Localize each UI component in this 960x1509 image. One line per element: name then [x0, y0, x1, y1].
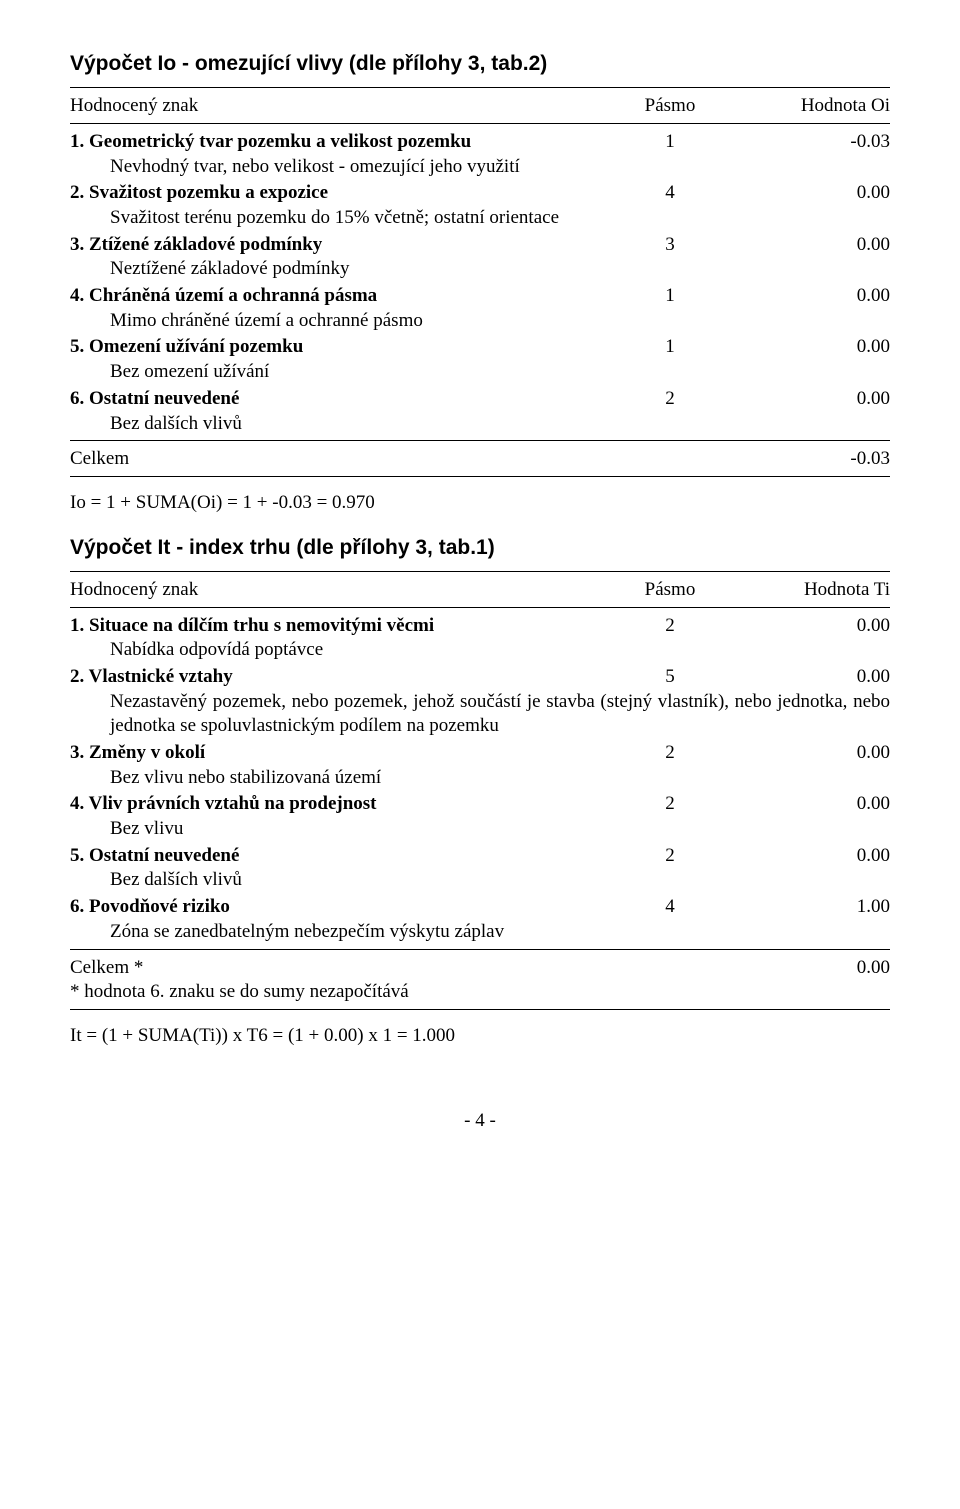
item-value: 0.00 [760, 233, 890, 258]
item-desc: Bez vlivu nebo stabilizovaná území [70, 766, 890, 791]
item-row: 5. Ostatní neuvedené 2 0.00 [70, 844, 890, 869]
item-band: 1 [580, 130, 760, 155]
item-desc: Zóna se zanedbatelným nebezpečím výskytu… [70, 920, 890, 945]
item-desc: Nezastavěný pozemek, nebo pozemek, jehož… [70, 690, 890, 739]
item-value: 0.00 [760, 844, 890, 869]
section2-items: 1. Situace na dílčím trhu s nemovitými v… [70, 614, 890, 945]
item-desc: Mimo chráněné území a ochranné pásmo [70, 309, 890, 334]
item-band: 1 [580, 335, 760, 360]
page-number: - 4 - [70, 1109, 890, 1134]
item-value: 0.00 [760, 387, 890, 412]
item-value: -0.03 [760, 130, 890, 155]
section1-title: Výpočet Io - omezující vlivy (dle příloh… [70, 50, 890, 77]
item-value: 1.00 [760, 895, 890, 920]
section2-note: * hodnota 6. znaku se do sumy nezapočítá… [70, 980, 890, 1005]
header-col2: Pásmo [580, 94, 760, 119]
item-row: 1. Situace na dílčím trhu s nemovitými v… [70, 614, 890, 639]
separator [70, 949, 890, 950]
item-desc: Svažitost terénu pozemku do 15% včetně; … [70, 206, 890, 231]
total-label: Celkem * [70, 956, 143, 981]
item-band: 3 [580, 233, 760, 258]
item-band: 4 [580, 895, 760, 920]
separator [70, 476, 890, 477]
item-label: 1. Situace na dílčím trhu s nemovitými v… [70, 614, 580, 639]
item-label: 1. Geometrický tvar pozemku a velikost p… [70, 130, 580, 155]
item-row: 4. Chráněná území a ochranná pásma 1 0.0… [70, 284, 890, 309]
item-band: 4 [580, 181, 760, 206]
item-label: 3. Změny v okolí [70, 741, 580, 766]
item-row: 6. Povodňové riziko 4 1.00 [70, 895, 890, 920]
item-label: 6. Povodňové riziko [70, 895, 580, 920]
separator [70, 607, 890, 608]
item-desc: Nabídka odpovídá poptávce [70, 638, 890, 663]
separator [70, 87, 890, 88]
item-row: 3. Změny v okolí 2 0.00 [70, 741, 890, 766]
section2-total: Celkem * 0.00 [70, 956, 890, 981]
item-band: 1 [580, 284, 760, 309]
item-desc: Bez dalších vlivů [70, 868, 890, 893]
item-label: 2. Svažitost pozemku a expozice [70, 181, 580, 206]
item-value: 0.00 [760, 181, 890, 206]
item-label: 4. Chráněná území a ochranná pásma [70, 284, 580, 309]
total-label: Celkem [70, 447, 129, 472]
item-value: 0.00 [760, 284, 890, 309]
item-desc: Bez vlivu [70, 817, 890, 842]
item-desc: Bez dalších vlivů [70, 412, 890, 437]
separator [70, 440, 890, 441]
item-row: 5. Omezení užívání pozemku 1 0.00 [70, 335, 890, 360]
item-band: 5 [580, 665, 760, 690]
item-row: 3. Ztížené základové podmínky 3 0.00 [70, 233, 890, 258]
item-value: 0.00 [760, 614, 890, 639]
header-col1: Hodnocený znak [70, 94, 580, 119]
separator [70, 571, 890, 572]
item-label: 5. Omezení užívání pozemku [70, 335, 580, 360]
item-row: 4. Vliv právních vztahů na prodejnost 2 … [70, 792, 890, 817]
item-band: 2 [580, 614, 760, 639]
section1-items: 1. Geometrický tvar pozemku a velikost p… [70, 130, 890, 436]
header-col3: Hodnota Ti [760, 578, 890, 603]
item-label: 5. Ostatní neuvedené [70, 844, 580, 869]
item-label: 2. Vlastnické vztahy [70, 665, 580, 690]
total-value: 0.00 [857, 956, 890, 981]
item-label: 6. Ostatní neuvedené [70, 387, 580, 412]
item-row: 2. Vlastnické vztahy 5 0.00 [70, 665, 890, 690]
section1-header: Hodnocený znak Pásmo Hodnota Oi [70, 94, 890, 119]
header-col2: Pásmo [580, 578, 760, 603]
separator [70, 123, 890, 124]
item-value: 0.00 [760, 665, 890, 690]
item-value: 0.00 [760, 741, 890, 766]
item-row: 6. Ostatní neuvedené 2 0.00 [70, 387, 890, 412]
item-band: 2 [580, 741, 760, 766]
header-col3: Hodnota Oi [760, 94, 890, 119]
header-col1: Hodnocený znak [70, 578, 580, 603]
item-desc: Nevhodný tvar, nebo velikost - omezující… [70, 155, 890, 180]
section1-formula: Io = 1 + SUMA(Oi) = 1 + -0.03 = 0.970 [70, 491, 890, 516]
item-value: 0.00 [760, 792, 890, 817]
total-value: -0.03 [850, 447, 890, 472]
item-row: 2. Svažitost pozemku a expozice 4 0.00 [70, 181, 890, 206]
separator [70, 1009, 890, 1010]
section2-formula: It = (1 + SUMA(Ti)) x T6 = (1 + 0.00) x … [70, 1024, 890, 1049]
item-band: 2 [580, 387, 760, 412]
item-row: 1. Geometrický tvar pozemku a velikost p… [70, 130, 890, 155]
item-label: 4. Vliv právních vztahů na prodejnost [70, 792, 580, 817]
item-value: 0.00 [760, 335, 890, 360]
section2-header: Hodnocený znak Pásmo Hodnota Ti [70, 578, 890, 603]
section1-total: Celkem -0.03 [70, 447, 890, 472]
item-label: 3. Ztížené základové podmínky [70, 233, 580, 258]
item-desc: Bez omezení užívání [70, 360, 890, 385]
section2-title: Výpočet It - index trhu (dle přílohy 3, … [70, 534, 890, 561]
item-desc: Neztížené základové podmínky [70, 257, 890, 282]
item-band: 2 [580, 844, 760, 869]
item-band: 2 [580, 792, 760, 817]
